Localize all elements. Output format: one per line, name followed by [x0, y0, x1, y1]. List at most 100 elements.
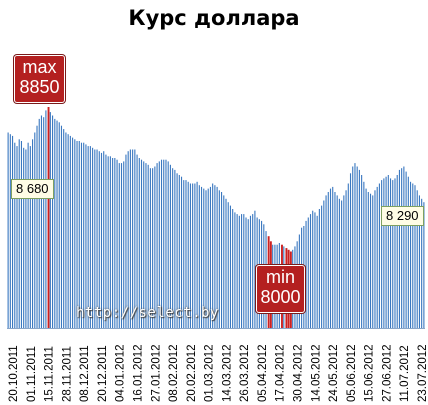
- bar: [145, 163, 147, 328]
- bar: [169, 164, 171, 328]
- bar: [54, 118, 56, 329]
- bar: [352, 166, 354, 328]
- bar: [247, 219, 249, 328]
- bar-series: [7, 107, 425, 329]
- bar: [116, 159, 118, 328]
- x-tick-label: 01.11.2011: [26, 346, 38, 402]
- x-tick-label: 30.04.2012: [293, 344, 305, 402]
- bar: [245, 217, 247, 328]
- x-tick-label: 05.04.2012: [257, 344, 269, 402]
- bar: [316, 215, 318, 328]
- bar: [78, 141, 80, 328]
- bar: [376, 186, 378, 328]
- x-tick-label: 27.01.2012: [150, 344, 162, 402]
- bar: [209, 186, 211, 328]
- bar: [178, 175, 180, 328]
- x-tick-label: 08.02.2012: [168, 344, 180, 402]
- bar: [305, 220, 307, 328]
- x-tick-label: 20.10.2011: [8, 345, 20, 402]
- bar: [200, 186, 203, 328]
- x-tick-label: 14.03.2012: [221, 344, 233, 402]
- bar: [60, 125, 63, 328]
- bar: [421, 198, 423, 328]
- bar: [100, 152, 103, 328]
- bar: [96, 149, 98, 328]
- bar: [163, 159, 165, 328]
- bar: [212, 183, 214, 328]
- bar: [18, 139, 20, 328]
- bar: [16, 146, 18, 328]
- bar: [318, 209, 320, 328]
- x-tick-label: 01.03.2012: [204, 344, 216, 402]
- bar: [216, 186, 218, 328]
- bar: [174, 169, 176, 328]
- max-label: max: [22, 57, 57, 77]
- bar: [321, 205, 323, 328]
- bar: [29, 146, 31, 328]
- bar: [414, 185, 416, 328]
- x-tick-label: 15.11.2011: [44, 346, 56, 402]
- bar: [158, 161, 160, 328]
- bar: [65, 132, 67, 328]
- x-tick-label: 04.01.2012: [115, 344, 127, 402]
- x-tick-label: 08.12.2011: [79, 345, 91, 402]
- bar: [20, 141, 23, 328]
- bar: [232, 209, 234, 328]
- bar: [207, 188, 209, 328]
- bar: [172, 168, 174, 328]
- bar: [249, 215, 252, 328]
- bar: [52, 115, 54, 328]
- bar: [236, 214, 238, 328]
- x-tick-label: 28.11.2011: [61, 346, 73, 402]
- bar: [125, 154, 127, 328]
- bar: [118, 163, 120, 328]
- bar: [7, 132, 9, 328]
- bar: [38, 118, 40, 329]
- bar: [14, 142, 16, 328]
- bar: [341, 200, 343, 328]
- bar: [367, 192, 369, 328]
- bar: [234, 212, 236, 328]
- bar: [227, 202, 229, 328]
- x-tick-label: 27.06.2012: [381, 344, 393, 402]
- bar: [334, 192, 336, 328]
- bar: [56, 120, 58, 328]
- bar: [203, 188, 205, 328]
- bar: [383, 178, 385, 328]
- bar: [401, 168, 403, 328]
- min-label: min: [265, 267, 295, 287]
- min-value: 8000: [260, 286, 301, 307]
- bar: [198, 185, 200, 328]
- x-tick-label: 24.05.2012: [328, 344, 340, 402]
- bar: [325, 195, 327, 328]
- bar: [329, 188, 332, 328]
- bar: [147, 164, 149, 328]
- bar: [392, 180, 394, 328]
- bar: [87, 146, 89, 328]
- x-tick-label: 26.03.2012: [239, 344, 251, 402]
- x-tick-label: 11.07.2012: [399, 345, 411, 402]
- bar: [358, 169, 360, 328]
- bar: [36, 125, 38, 328]
- bar: [76, 141, 78, 328]
- bar: [183, 180, 185, 328]
- bar: [412, 183, 414, 328]
- x-tick-label: 15.06.2012: [364, 344, 376, 402]
- bar: [25, 149, 27, 328]
- x-tick-label: 17.04.2012: [275, 344, 287, 402]
- bar: [254, 210, 256, 328]
- bar: [343, 195, 345, 328]
- bar: [120, 163, 123, 328]
- bar: [112, 158, 114, 328]
- bar: [347, 183, 349, 328]
- bar: [241, 214, 243, 328]
- bar: [336, 195, 338, 328]
- bar: [314, 212, 316, 328]
- bar: [83, 142, 85, 328]
- bar: [9, 134, 11, 328]
- bar: [109, 156, 111, 328]
- bar-highlight: [47, 107, 50, 328]
- bar: [127, 151, 129, 328]
- bar: [69, 135, 71, 328]
- bar: [154, 166, 156, 328]
